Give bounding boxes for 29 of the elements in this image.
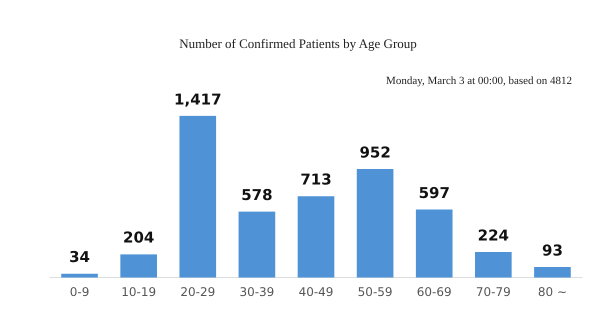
x-tick-label: 40-49 — [298, 284, 334, 299]
x-tick-label: 20-29 — [180, 284, 216, 299]
bar — [120, 254, 157, 278]
bar — [416, 209, 453, 278]
data-label: 713 — [300, 170, 332, 189]
bar — [238, 212, 276, 278]
bar — [179, 116, 216, 278]
bar — [475, 252, 512, 278]
data-label: 578 — [241, 186, 273, 204]
data-label: 597 — [418, 184, 450, 202]
chart-title: Number of Confirmed Patients by Age Group — [178, 36, 418, 52]
bar — [356, 168, 394, 278]
text: Monday, March 3 at 00:00, based on 4812 — [386, 75, 572, 87]
x-tick-label: 50-59 — [358, 284, 393, 299]
bar — [61, 274, 98, 278]
x-tick-label: 10-19 — [121, 284, 156, 299]
x-tick-label: 30-39 — [239, 284, 274, 299]
data-label: 34 — [69, 248, 90, 266]
data-label: 93 — [542, 241, 563, 260]
data-label: 204 — [123, 228, 154, 247]
data-label: 1,417 — [174, 90, 222, 108]
data-label: 224 — [478, 226, 509, 244]
bar — [534, 266, 571, 278]
x-tick-label: 70-79 — [476, 284, 511, 299]
data-label: 952 — [359, 143, 391, 162]
bar — [298, 196, 334, 278]
x-tick-label: 80 ~ — [538, 284, 568, 299]
x-tick-label: 0-9 — [70, 284, 90, 299]
x-tick-label: 60-69 — [416, 284, 452, 299]
